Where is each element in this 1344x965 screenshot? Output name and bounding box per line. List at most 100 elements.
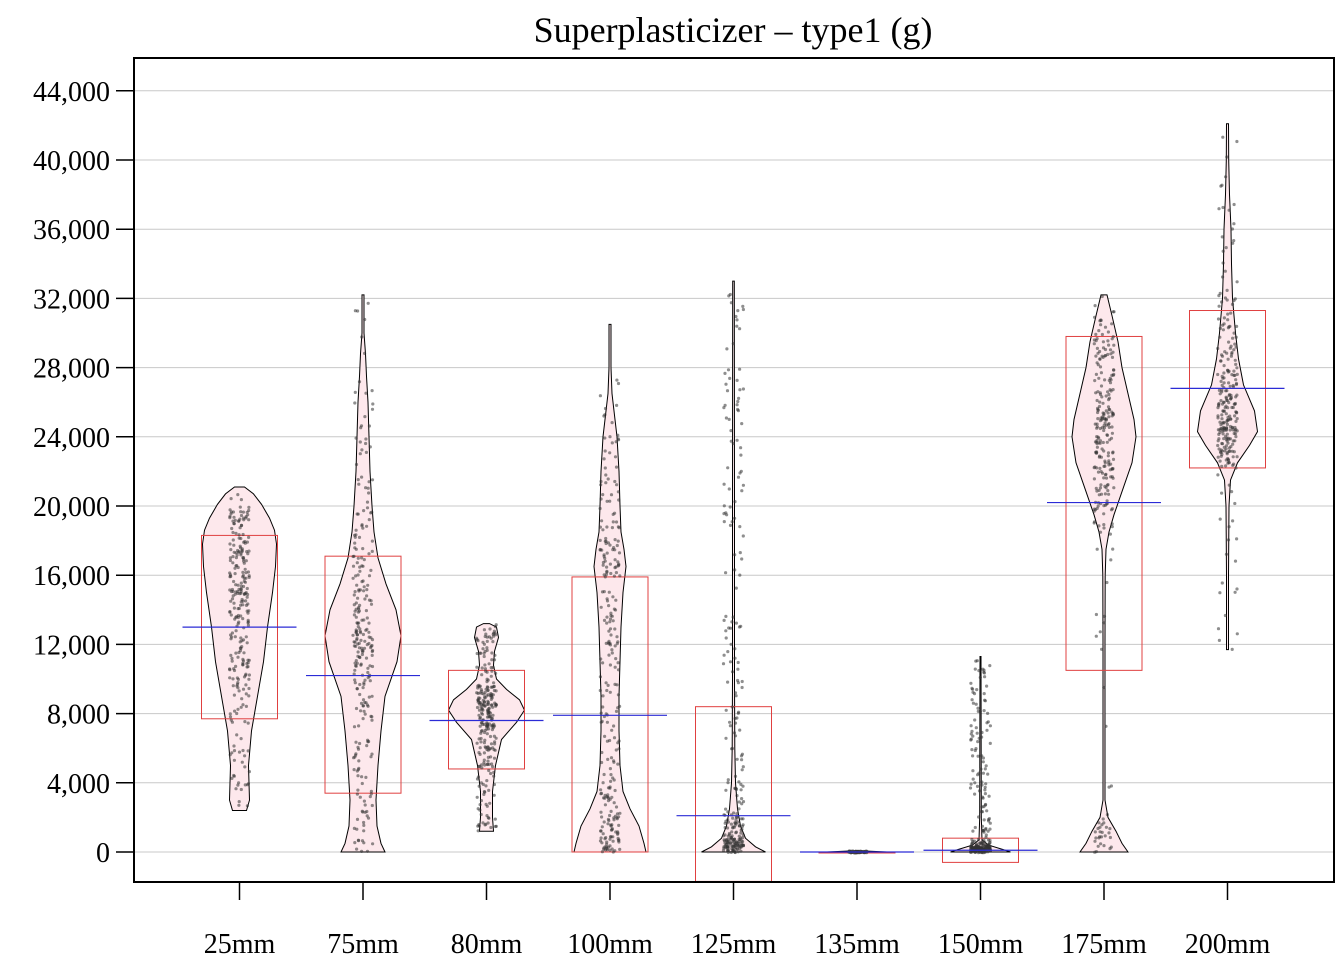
- data-point: [724, 636, 728, 640]
- data-point: [615, 635, 619, 639]
- x-tick-label: 125mm: [691, 929, 777, 960]
- data-point: [972, 692, 977, 696]
- data-point: [614, 571, 619, 575]
- data-point: [364, 609, 368, 613]
- data-point: [601, 563, 605, 567]
- data-point: [604, 572, 609, 577]
- data-point: [368, 679, 372, 683]
- points-25mm: [228, 493, 251, 808]
- data-point: [733, 568, 737, 572]
- data-point: [1216, 627, 1221, 631]
- data-point: [367, 518, 371, 522]
- data-point: [241, 663, 245, 667]
- data-point: [734, 787, 739, 792]
- data-point: [1216, 402, 1221, 407]
- data-point: [353, 841, 357, 845]
- data-point: [232, 667, 236, 671]
- data-point: [482, 758, 486, 762]
- data-point: [599, 479, 603, 484]
- data-point: [487, 662, 491, 666]
- data-point: [360, 335, 364, 339]
- data-point: [242, 651, 246, 655]
- data-point: [489, 636, 493, 640]
- data-point: [987, 819, 991, 823]
- data-point: [1218, 517, 1222, 521]
- data-point: [614, 440, 618, 444]
- data-point: [604, 481, 608, 485]
- data-point: [1094, 372, 1098, 376]
- data-point: [607, 629, 611, 633]
- data-point: [984, 782, 988, 786]
- data-point: [247, 694, 251, 698]
- data-point: [1110, 467, 1114, 471]
- data-point: [980, 810, 985, 814]
- data-point: [353, 401, 357, 405]
- violin-150mm: [950, 656, 1011, 853]
- data-point: [975, 731, 979, 735]
- data-point: [357, 482, 361, 486]
- data-point: [1232, 331, 1236, 335]
- data-point: [731, 615, 735, 619]
- data-point: [610, 651, 614, 655]
- data-point: [358, 569, 362, 573]
- data-point: [1220, 413, 1224, 417]
- data-point: [734, 831, 738, 835]
- data-point: [971, 701, 976, 705]
- data-point: [239, 705, 243, 709]
- data-point: [237, 533, 241, 537]
- data-point: [1093, 839, 1097, 843]
- data-point: [357, 535, 362, 540]
- data-point: [246, 611, 250, 615]
- data-point: [363, 678, 367, 682]
- data-point: [616, 661, 620, 665]
- data-point: [725, 513, 729, 517]
- data-point: [599, 792, 603, 796]
- data-point: [244, 571, 248, 575]
- data-point: [984, 764, 988, 768]
- data-point: [363, 351, 367, 355]
- data-point: [600, 719, 604, 724]
- data-point: [737, 396, 741, 400]
- data-point: [360, 448, 364, 452]
- data-point: [1092, 477, 1096, 481]
- data-point: [1231, 442, 1235, 446]
- data-point: [238, 505, 242, 509]
- data-point: [1098, 426, 1102, 431]
- data-point: [353, 661, 357, 665]
- data-point: [370, 715, 374, 719]
- data-point: [600, 750, 604, 755]
- data-point: [727, 417, 731, 421]
- data-point: [1095, 422, 1099, 426]
- data-point: [605, 565, 609, 569]
- data-point: [604, 539, 608, 543]
- data-point: [602, 618, 607, 623]
- data-point: [740, 827, 744, 831]
- data-point: [1234, 435, 1238, 439]
- data-point: [1099, 323, 1103, 327]
- data-point: [483, 704, 487, 708]
- data-point: [484, 746, 488, 750]
- data-point: [1105, 580, 1109, 585]
- data-point: [1101, 440, 1105, 445]
- data-point: [741, 800, 746, 804]
- data-point: [475, 741, 479, 745]
- data-point: [1229, 344, 1233, 348]
- points-175mm: [1092, 294, 1116, 854]
- data-point: [356, 788, 360, 792]
- data-point: [977, 815, 981, 819]
- data-point: [1096, 470, 1101, 474]
- data-point: [244, 576, 248, 580]
- data-point: [478, 684, 482, 688]
- data-point: [493, 742, 497, 746]
- data-point: [1102, 476, 1106, 480]
- data-point: [608, 562, 613, 566]
- data-point: [734, 621, 739, 625]
- data-point: [616, 564, 620, 568]
- data-point: [239, 737, 243, 741]
- data-point: [1220, 417, 1224, 421]
- data-point: [361, 717, 365, 721]
- data-point: [244, 599, 248, 603]
- data-point: [359, 426, 363, 430]
- data-point: [1104, 724, 1108, 728]
- data-point: [244, 515, 248, 519]
